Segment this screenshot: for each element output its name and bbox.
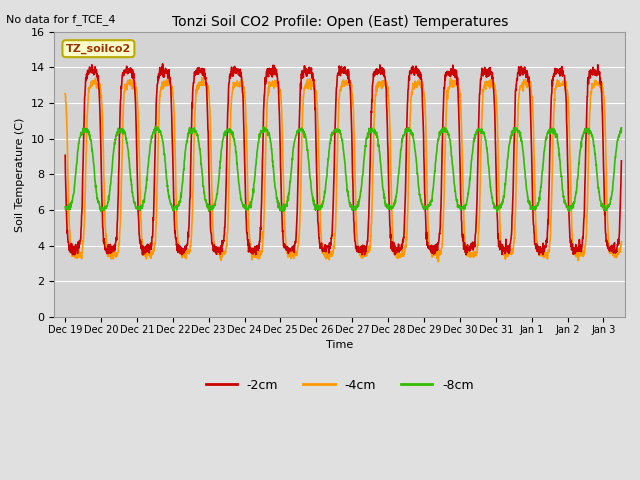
Y-axis label: Soil Temperature (C): Soil Temperature (C) xyxy=(15,117,25,231)
X-axis label: Time: Time xyxy=(326,340,353,350)
Legend: -2cm, -4cm, -8cm: -2cm, -4cm, -8cm xyxy=(200,373,479,396)
Text: TZ_soilco2: TZ_soilco2 xyxy=(66,44,131,54)
Text: No data for f_TCE_4: No data for f_TCE_4 xyxy=(6,14,116,25)
Title: Tonzi Soil CO2 Profile: Open (East) Temperatures: Tonzi Soil CO2 Profile: Open (East) Temp… xyxy=(172,15,508,29)
